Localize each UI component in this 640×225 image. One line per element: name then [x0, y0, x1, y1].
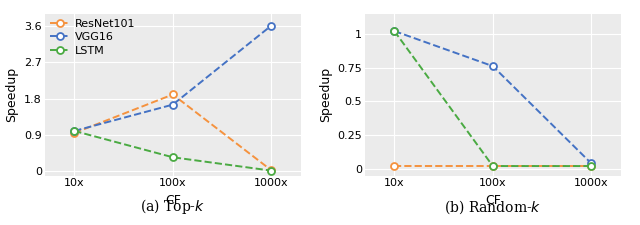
LSTM — [588, 165, 595, 167]
X-axis label: CF: CF — [485, 194, 500, 207]
ResNet101 — [169, 93, 177, 96]
ResNet101 — [268, 169, 275, 172]
X-axis label: CF: CF — [165, 194, 180, 207]
Line: ResNet101: ResNet101 — [71, 91, 275, 174]
Line: VGG16: VGG16 — [391, 28, 595, 167]
LSTM — [489, 165, 497, 167]
Line: VGG16: VGG16 — [71, 22, 275, 134]
Line: ResNet101: ResNet101 — [391, 163, 595, 169]
ResNet101 — [70, 132, 78, 134]
ResNet101 — [390, 165, 398, 167]
LSTM — [169, 156, 177, 159]
VGG16 — [588, 162, 595, 165]
ResNet101 — [588, 165, 595, 167]
Line: LSTM: LSTM — [71, 128, 275, 174]
VGG16 — [169, 103, 177, 106]
VGG16 — [489, 65, 497, 68]
Legend: ResNet101, VGG16, LSTM: ResNet101, VGG16, LSTM — [51, 19, 135, 56]
Y-axis label: Speedup: Speedup — [6, 67, 19, 122]
Y-axis label: Speedup: Speedup — [319, 67, 332, 122]
Text: (b) Random-$k$: (b) Random-$k$ — [444, 198, 541, 216]
ResNet101 — [489, 165, 497, 167]
LSTM — [390, 30, 398, 32]
Text: (a) Top-$k$: (a) Top-$k$ — [140, 197, 205, 216]
VGG16 — [70, 130, 78, 132]
VGG16 — [390, 30, 398, 32]
LSTM — [268, 169, 275, 172]
Line: LSTM: LSTM — [391, 28, 595, 169]
VGG16 — [268, 24, 275, 27]
LSTM — [70, 130, 78, 132]
